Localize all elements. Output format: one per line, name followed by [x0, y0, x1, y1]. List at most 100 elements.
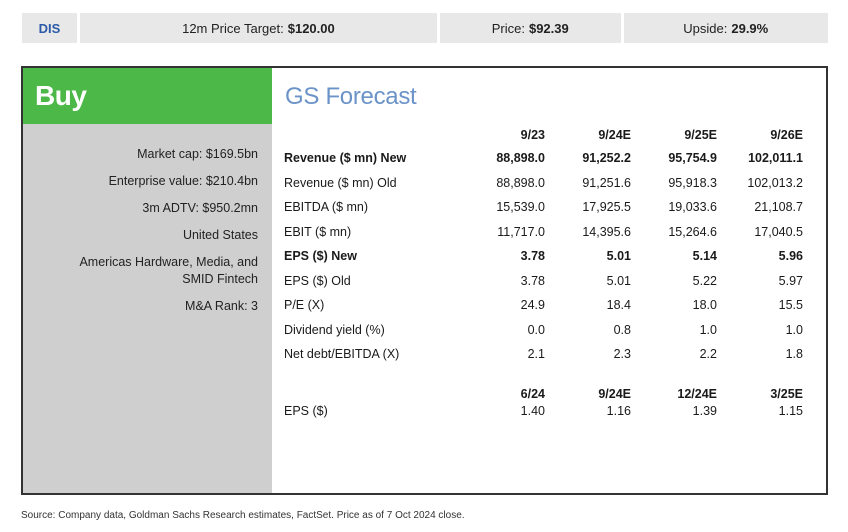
stat-coverage-text: Americas Hardware, Media, and SMID Finte… [79, 255, 258, 286]
quarterly-eps-table: 6/24 9/24E 12/24E 3/25E EPS ($) 1.40 1.1… [284, 386, 803, 420]
cell: 15,264.6 [668, 224, 717, 239]
row-label: EPS ($) Old [284, 273, 351, 288]
forecast-table: 9/23 9/24E 9/25E 9/26E Revenue ($ mn) Ne… [284, 124, 803, 367]
cell: 3.78 [520, 249, 545, 264]
price-value: $92.39 [528, 20, 569, 36]
cell: 24.9 [520, 298, 545, 313]
row-label: EPS ($) New [284, 249, 357, 264]
row-label: EBITDA ($ mn) [284, 200, 369, 215]
left-panel: Buy Market cap: $169.5bn Enterprise valu… [23, 68, 272, 493]
cell: 88,898.0 [496, 175, 545, 190]
row-label: Net debt/EBITDA (X) [284, 347, 400, 362]
header-bar: DIS 12m Price Target: $120.00 Price: $92… [22, 13, 828, 43]
rating-badge: Buy [23, 68, 272, 124]
price-cell: Price: $92.39 [439, 13, 621, 43]
row-label: EBIT ($ mn) [284, 224, 352, 239]
col-header: 9/24E [598, 128, 631, 142]
price-target-label: 12m Price Target: [182, 20, 284, 36]
row-label: Revenue ($ mn) New [284, 151, 407, 166]
cell: 95,918.3 [668, 175, 717, 190]
cell: 21,108.7 [754, 200, 803, 215]
cell: 19,033.6 [668, 200, 717, 215]
stat-enterprise-value: Enterprise value: $210.4bn [108, 174, 258, 188]
header-blank [284, 386, 459, 402]
stats-list: Market cap: $169.5bn Enterprise value: $… [23, 124, 272, 315]
stat-coverage: Americas Hardware, Media, and SMID Finte… [23, 254, 258, 288]
cell: 18.4 [606, 298, 631, 313]
cell: 11,717.0 [497, 224, 545, 239]
cell: 1.0 [785, 322, 803, 337]
cell: 1.8 [785, 347, 803, 362]
cell: 1.15 [778, 404, 803, 418]
table-row: Revenue ($ mn) New 88,898.0 91,252.2 95,… [284, 146, 803, 171]
table-row: EPS ($) Old 3.78 5.01 5.22 5.97 [284, 269, 803, 294]
upside-label: Upside: [683, 20, 728, 36]
row-label: Revenue ($ mn) Old [284, 175, 397, 190]
cell: 14,395.6 [582, 224, 631, 239]
stat-ma-rank: M&A Rank: 3 [185, 299, 258, 313]
row-label: EPS ($) [284, 404, 328, 418]
cell: 1.16 [606, 404, 631, 418]
cell: 1.39 [692, 404, 717, 418]
cell: 5.01 [606, 273, 631, 288]
stat-country: United States [182, 228, 258, 242]
col-header: 3/25E [770, 387, 803, 401]
upside-value: 29.9% [731, 20, 769, 36]
table-row: Revenue ($ mn) Old 88,898.0 91,251.6 95,… [284, 171, 803, 196]
col-header: 12/24E [677, 387, 717, 401]
cell: 0.0 [527, 322, 545, 337]
ticker: DIS [38, 20, 61, 36]
upside-cell: Upside: 29.9% [623, 13, 828, 43]
cell: 102,013.2 [747, 175, 803, 190]
header-blank [284, 124, 459, 146]
cell: 91,252.2 [582, 151, 631, 166]
price-label: Price: [491, 20, 525, 36]
table-row: Net debt/EBITDA (X) 2.1 2.3 2.2 1.8 [284, 342, 803, 367]
cell: 5.01 [606, 249, 631, 264]
col-header: 6/24 [520, 387, 545, 401]
price-target-cell: 12m Price Target: $120.00 [79, 13, 437, 43]
price-target-value: $120.00 [287, 20, 335, 36]
quarterly-header-row: 6/24 9/24E 12/24E 3/25E [284, 386, 803, 402]
cell: 0.8 [613, 322, 631, 337]
cell: 1.40 [520, 404, 545, 418]
cell: 2.1 [527, 347, 545, 362]
stat-adtv: 3m ADTV: $950.2mn [142, 201, 258, 215]
cell: 17,040.5 [754, 224, 803, 239]
cell: 5.96 [778, 249, 803, 264]
cell: 102,011.1 [748, 151, 803, 166]
forecast-panel: GS Forecast 9/23 9/24E 9/25E 9/26E Reven… [272, 68, 826, 493]
col-header: 9/23 [520, 128, 545, 142]
cell: 15,539.0 [496, 200, 545, 215]
forecast-title: GS Forecast [285, 83, 417, 110]
cell: 5.22 [692, 273, 717, 288]
table-row: EPS ($) New 3.78 5.01 5.14 5.96 [284, 244, 803, 269]
cell: 2.2 [699, 347, 717, 362]
table-row: Dividend yield (%) 0.0 0.8 1.0 1.0 [284, 318, 803, 343]
table-row: EBIT ($ mn) 11,717.0 14,395.6 15,264.6 1… [284, 220, 803, 245]
table-row: P/E (X) 24.9 18.4 18.0 15.5 [284, 293, 803, 318]
cell: 17,925.5 [582, 200, 631, 215]
stat-market-cap: Market cap: $169.5bn [137, 147, 258, 161]
table-row: EPS ($) 1.40 1.16 1.39 1.15 [284, 402, 803, 420]
source-note: Source: Company data, Goldman Sachs Rese… [21, 510, 465, 521]
cell: 91,251.6 [582, 175, 631, 190]
summary-box: Buy Market cap: $169.5bn Enterprise valu… [21, 66, 828, 495]
row-label: Dividend yield (%) [284, 322, 385, 337]
col-header: 9/24E [598, 387, 631, 401]
table-row: EBITDA ($ mn) 15,539.0 17,925.5 19,033.6… [284, 195, 803, 220]
cell: 15.5 [778, 298, 803, 313]
ticker-cell: DIS [22, 13, 77, 43]
col-header: 9/26E [770, 128, 803, 142]
cell: 2.3 [613, 347, 631, 362]
cell: 18.0 [692, 298, 717, 313]
row-label: P/E (X) [284, 298, 325, 313]
cell: 95,754.9 [668, 151, 717, 166]
cell: 88,898.0 [496, 151, 545, 166]
cell: 1.0 [699, 322, 717, 337]
cell: 5.14 [692, 249, 717, 264]
cell: 5.97 [778, 273, 803, 288]
forecast-header-row: 9/23 9/24E 9/25E 9/26E [284, 124, 803, 146]
cell: 3.78 [520, 273, 545, 288]
col-header: 9/25E [684, 128, 717, 142]
